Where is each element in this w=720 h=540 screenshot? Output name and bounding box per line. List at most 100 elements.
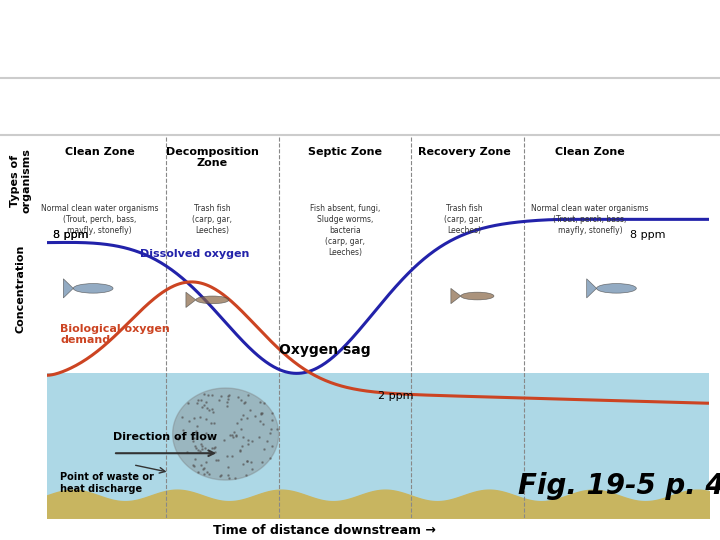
Polygon shape [587, 279, 597, 298]
Point [207, 404, 218, 413]
Point [235, 395, 246, 404]
Point [256, 458, 268, 467]
Point [200, 428, 212, 437]
Polygon shape [186, 292, 196, 308]
Point [189, 434, 200, 443]
Point [195, 396, 207, 404]
Point [266, 442, 278, 450]
Text: Fish absent, fungi,
Sludge worms,
bacteria
(carp, gar,
Leeches): Fish absent, fungi, Sludge worms, bacter… [310, 204, 380, 258]
Point [230, 432, 242, 441]
Point [239, 397, 251, 406]
Point [215, 392, 227, 401]
Point [207, 407, 219, 416]
Point [235, 415, 247, 423]
Point [208, 443, 220, 452]
Point [256, 408, 268, 417]
Point [256, 409, 267, 418]
Point [221, 401, 233, 410]
Text: Point of waste or
heat discharge: Point of waste or heat discharge [60, 472, 154, 494]
Point [234, 447, 246, 455]
Ellipse shape [73, 284, 113, 293]
Point [266, 408, 278, 417]
Point [209, 442, 220, 451]
Text: Decomposition
Zone: Decomposition Zone [166, 146, 258, 168]
Point [257, 420, 269, 428]
Point [212, 456, 224, 464]
Ellipse shape [461, 292, 494, 300]
Point [172, 433, 184, 441]
Point [228, 433, 239, 441]
Point [271, 425, 282, 434]
Point [265, 424, 276, 433]
Text: Trash fish
(carp, gar,
Leeches): Trash fish (carp, gar, Leeches) [444, 204, 484, 235]
Text: 8 ppm: 8 ppm [53, 230, 89, 240]
Point [194, 413, 206, 421]
Point [187, 461, 199, 469]
Point [209, 418, 220, 427]
Point [202, 448, 213, 457]
Text: 8 ppm: 8 ppm [630, 230, 665, 240]
Point [207, 444, 218, 453]
Point [202, 390, 214, 399]
Text: 2 ppm: 2 ppm [378, 391, 413, 401]
Text: Clean Zone: Clean Zone [555, 146, 625, 157]
Point [215, 471, 226, 480]
Point [237, 433, 248, 442]
Point [245, 406, 256, 415]
Text: Trash fish
(carp, gar,
Leeches): Trash fish (carp, gar, Leeches) [192, 204, 233, 235]
Point [198, 401, 210, 410]
Point [258, 444, 269, 453]
Polygon shape [63, 279, 73, 298]
Point [225, 431, 236, 440]
Point [199, 470, 210, 478]
Point [192, 446, 204, 455]
Point [188, 413, 199, 422]
Point [192, 396, 204, 404]
Point [222, 395, 234, 403]
Point [195, 440, 207, 448]
Point [235, 424, 247, 433]
Point [187, 436, 199, 445]
Point [238, 459, 249, 468]
Text: Recovery Zone: Recovery Zone [418, 146, 510, 157]
Point [213, 396, 225, 404]
Point [178, 426, 189, 434]
Point [206, 391, 217, 400]
Point [232, 392, 243, 401]
Text: Clean Zone: Clean Zone [65, 146, 135, 157]
Text: Ø  Oxygen sag curve  Ø  Factors influencing recovery: Ø Oxygen sag curve Ø Factors influencing… [7, 98, 720, 122]
Text: Dissolved oxygen: Dissolved oxygen [140, 249, 249, 259]
FancyBboxPatch shape [47, 373, 709, 518]
Point [246, 437, 258, 445]
Point [264, 454, 275, 463]
Text: Concentration: Concentration [15, 244, 25, 333]
Point [243, 439, 254, 448]
Text: 8 ppm: 8 ppm [53, 230, 89, 240]
Point [264, 428, 276, 437]
Point [254, 397, 266, 406]
Point [253, 433, 265, 441]
Point [238, 399, 250, 407]
Point [238, 410, 249, 419]
Polygon shape [451, 288, 461, 303]
Polygon shape [173, 388, 279, 480]
Point [200, 458, 212, 467]
Point [242, 391, 253, 400]
Text: Normal clean water organisms
(Trout, perch, bass,
mayfly, stonefly): Normal clean water organisms (Trout, per… [41, 204, 158, 235]
Point [258, 399, 270, 407]
Text: Time of distance downstream →: Time of distance downstream → [212, 524, 436, 537]
Point [221, 452, 233, 461]
Point [172, 435, 184, 444]
Point [241, 457, 253, 465]
Point [203, 406, 215, 414]
Point [222, 392, 233, 400]
Point [223, 474, 235, 483]
Point [192, 467, 204, 476]
Point [201, 467, 212, 476]
Point [197, 441, 208, 450]
Point [188, 462, 199, 470]
Point [200, 397, 212, 406]
Point [189, 442, 201, 450]
Point [191, 422, 202, 430]
Point [195, 461, 207, 469]
